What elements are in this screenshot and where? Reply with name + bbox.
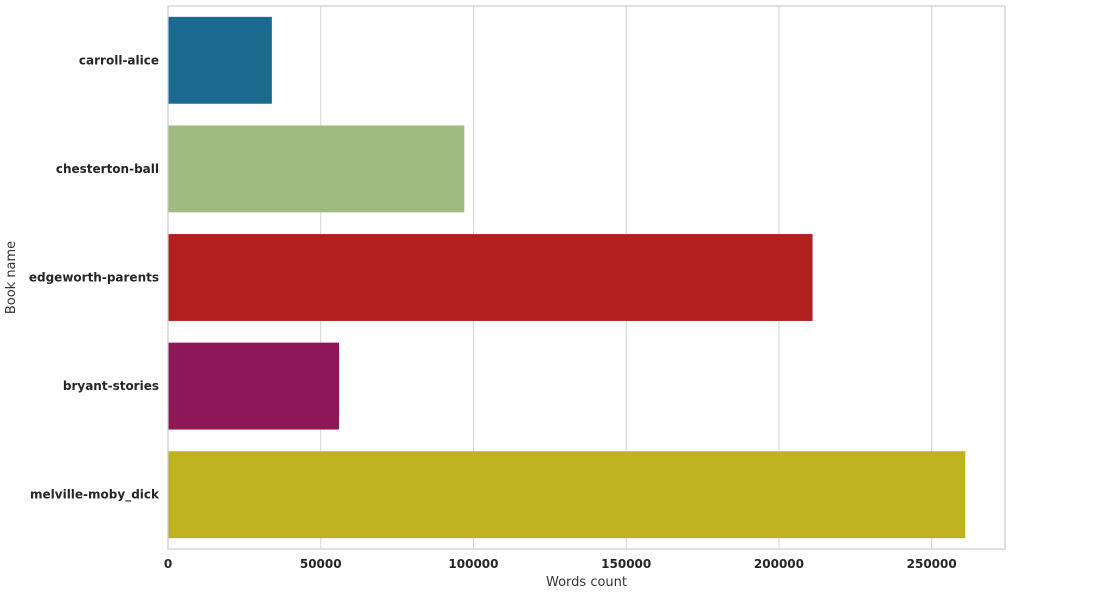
y-tick-labels: carroll-alice chesterton-ball edgeworth-pa… [29,53,160,502]
y-tick-label: carroll-alice [79,53,159,67]
y-tick-label: chesterton-ball [56,162,159,176]
bar-bryant-stories [168,342,340,430]
x-tick-labels: 0 50000 100000 150000 200000 250000 [164,557,957,571]
x-tick-label: 0 [164,557,172,571]
x-axis-label: Words count [546,575,627,590]
bar-melville-moby_dick [168,451,966,539]
y-tick-label: melville-moby_dick [30,488,160,503]
bars [168,16,966,539]
x-tick-label: 250000 [907,557,957,571]
bar-chesterton-ball [168,125,465,213]
y-axis-label: Book name [4,241,19,314]
bar-carroll-alice [168,16,272,104]
y-tick-label: bryant-stories [63,379,159,393]
plot-frame [167,5,1006,550]
x-tick-label: 100000 [448,557,498,571]
x-tick-label: 200000 [754,557,804,571]
bar-edgeworth-parents [168,234,813,321]
y-tick-label: edgeworth-parents [29,271,159,285]
x-tick-label: 150000 [601,557,651,571]
x-tick-label: 50000 [300,557,342,571]
